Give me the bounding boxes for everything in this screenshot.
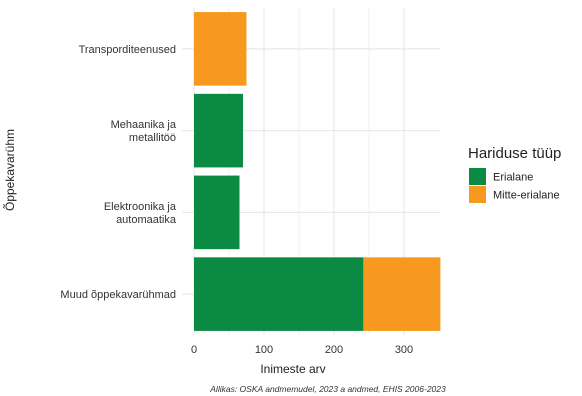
bar [194, 257, 364, 331]
x-tick-label: 300 [395, 344, 413, 356]
legend: Hariduse tüüp Erialane Mitte-erialane [468, 145, 561, 203]
y-tick-label-line: Muud õppekavarühmad [60, 289, 176, 301]
legend-key [469, 168, 486, 185]
y-tick-label: Transporditeenused [79, 44, 176, 56]
legend-label: Erialane [493, 172, 533, 184]
bar [194, 175, 240, 250]
y-tick-label-line: automaatika [116, 214, 177, 226]
bar [363, 257, 441, 331]
x-tick-label: 0 [191, 344, 197, 356]
y-tick-label: Muud õppekavarühmad [60, 289, 176, 301]
y-tick-labels: Transporditeenused Mehaanika ja metallitöö… [60, 44, 176, 301]
y-tick-label-line: Transporditeenused [79, 44, 176, 56]
bar [194, 12, 247, 86]
legend-key [469, 186, 486, 203]
x-tick-labels: 0 100 200 300 [191, 344, 413, 356]
y-tick-label-line: metallitöö [129, 132, 176, 144]
legend-label: Mitte-erialane [493, 190, 560, 202]
x-axis-title: Inimeste arv [260, 362, 325, 376]
y-tick-label-line: Mehaanika ja [111, 119, 177, 131]
y-axis-title: Õppekavarühm [2, 129, 17, 211]
bars [194, 12, 441, 331]
x-tick-label: 100 [255, 344, 273, 356]
y-tick-label: Elektroonika ja automaatika [104, 201, 177, 226]
legend-title: Hariduse tüüp [468, 145, 561, 162]
y-tick-label-line: Elektroonika ja [104, 201, 177, 213]
bar [194, 93, 243, 168]
source-caption: Allikas: OSKA andmemudel, 2023 a andmed,… [209, 384, 446, 394]
y-tick-label: Mehaanika ja metallitöö [111, 119, 177, 144]
x-tick-label: 200 [325, 344, 343, 356]
